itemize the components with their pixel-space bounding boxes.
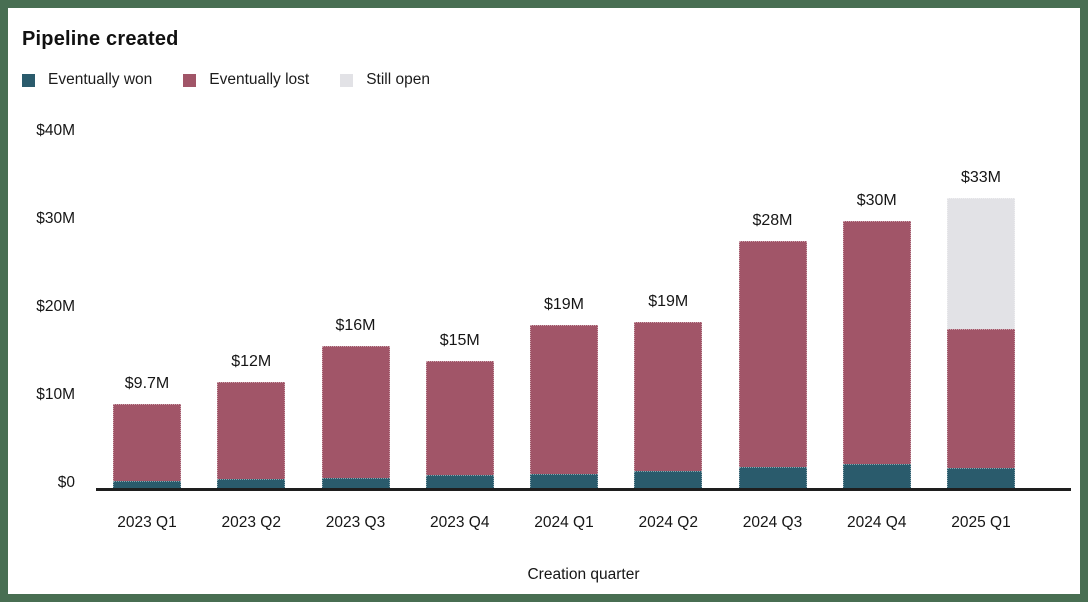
bar-total-label-2025-q1: $33M	[960, 168, 1002, 186]
segment-eventually-lost-2025-q1[interactable]	[947, 328, 1015, 468]
segment-eventually-lost-2023-q4[interactable]	[425, 361, 494, 475]
segment-eventually-won-2023-q3[interactable]	[321, 477, 390, 489]
legend-item-eventually-won[interactable]: Eventually won	[22, 71, 152, 89]
x-tick-2025-q1: 2025 Q1	[951, 514, 1011, 531]
x-tick-2024-q2: 2024 Q2	[638, 514, 698, 531]
bar-total-label-2024-q1: $19M	[543, 296, 585, 314]
segment-eventually-lost-2023-q2[interactable]	[217, 381, 286, 480]
y-tick--40m: $40M	[36, 122, 75, 139]
x-tick-2023-q3: 2023 Q3	[325, 514, 386, 531]
x-tick-2024-q1: 2024 Q1	[534, 514, 594, 531]
segment-eventually-lost-2024-q1[interactable]	[530, 325, 598, 475]
legend-item-eventually-lost[interactable]: Eventually lost	[183, 71, 309, 89]
x-axis-line	[96, 488, 1071, 491]
y-tick--0: $0	[57, 474, 75, 491]
segment-eventually-won-2023-q1[interactable]	[113, 480, 181, 489]
y-tick--30m: $30M	[36, 210, 75, 227]
x-tick-2024-q3: 2024 Q3	[742, 514, 803, 531]
segment-eventually-won-2024-q2[interactable]	[634, 471, 703, 489]
segment-eventually-lost-2023-q1[interactable]	[113, 403, 181, 481]
legend-label: Still open	[366, 71, 430, 88]
segment-eventually-won-2023-q4[interactable]	[425, 474, 494, 489]
segment-eventually-won-2025-q1[interactable]	[947, 467, 1015, 489]
segment-eventually-won-2023-q2[interactable]	[217, 479, 286, 489]
bar-2024-q3	[738, 240, 807, 489]
segment-eventually-lost-2024-q3[interactable]	[738, 240, 807, 467]
x-axis-title: Creation quarter	[527, 566, 640, 583]
bar-2023-q4	[425, 361, 494, 489]
bar-2024-q2	[634, 321, 703, 489]
x-tick-2023-q4: 2023 Q4	[430, 514, 490, 531]
bar-total-label-2023-q4: $15M	[439, 332, 480, 350]
bar-total-label-2023-q3: $16M	[335, 317, 376, 335]
segment-eventually-won-2024-q4[interactable]	[842, 464, 911, 489]
legend-label: Eventually won	[48, 71, 153, 88]
bar-2023-q1	[113, 403, 181, 489]
x-tick-2023-q1: 2023 Q1	[117, 514, 177, 531]
eventually-won-swatch-icon	[22, 73, 35, 87]
bar-total-label-2024-q4: $30M	[856, 191, 897, 209]
plot-area: $9.7M $12M $16M $15M $19M $19M $28M $30M $33M	[96, 137, 1071, 489]
x-tick-2024-q4: 2024 Q4	[847, 514, 907, 531]
bar-total-label-2024-q3: $28M	[752, 211, 793, 229]
segment-eventually-won-2024-q1[interactable]	[530, 474, 598, 489]
chart-title: Pipeline created	[22, 28, 179, 50]
bar-total-label-2024-q2: $19M	[648, 292, 689, 310]
chart-card: Pipeline created Eventually won Eventual…	[8, 8, 1080, 594]
segment-still-open-2025-q1[interactable]	[947, 197, 1015, 329]
y-tick--10m: $10M	[36, 386, 75, 403]
legend: Eventually won Eventually lost Still ope…	[22, 71, 430, 89]
bar-2024-q4	[842, 220, 911, 489]
still-open-swatch-icon	[340, 73, 354, 87]
legend-item-still-open[interactable]: Still open	[340, 71, 430, 89]
y-tick--20m: $20M	[36, 298, 75, 315]
bar-2023-q3	[321, 346, 390, 489]
segment-eventually-lost-2024-q4[interactable]	[842, 220, 911, 465]
bar-2023-q2	[217, 381, 286, 489]
legend-label: Eventually lost	[209, 71, 310, 88]
segment-eventually-lost-2024-q2[interactable]	[634, 321, 703, 472]
eventually-lost-swatch-icon	[183, 73, 197, 87]
x-tick-2023-q2: 2023 Q2	[221, 514, 281, 531]
bar-2024-q1	[530, 325, 598, 489]
bar-total-label-2023-q1: $9.7M	[124, 374, 170, 392]
bar-2025-q1	[947, 197, 1015, 489]
segment-eventually-lost-2023-q3[interactable]	[321, 346, 390, 478]
bar-total-label-2023-q2: $12M	[231, 352, 272, 370]
segment-eventually-won-2024-q3[interactable]	[738, 467, 807, 489]
